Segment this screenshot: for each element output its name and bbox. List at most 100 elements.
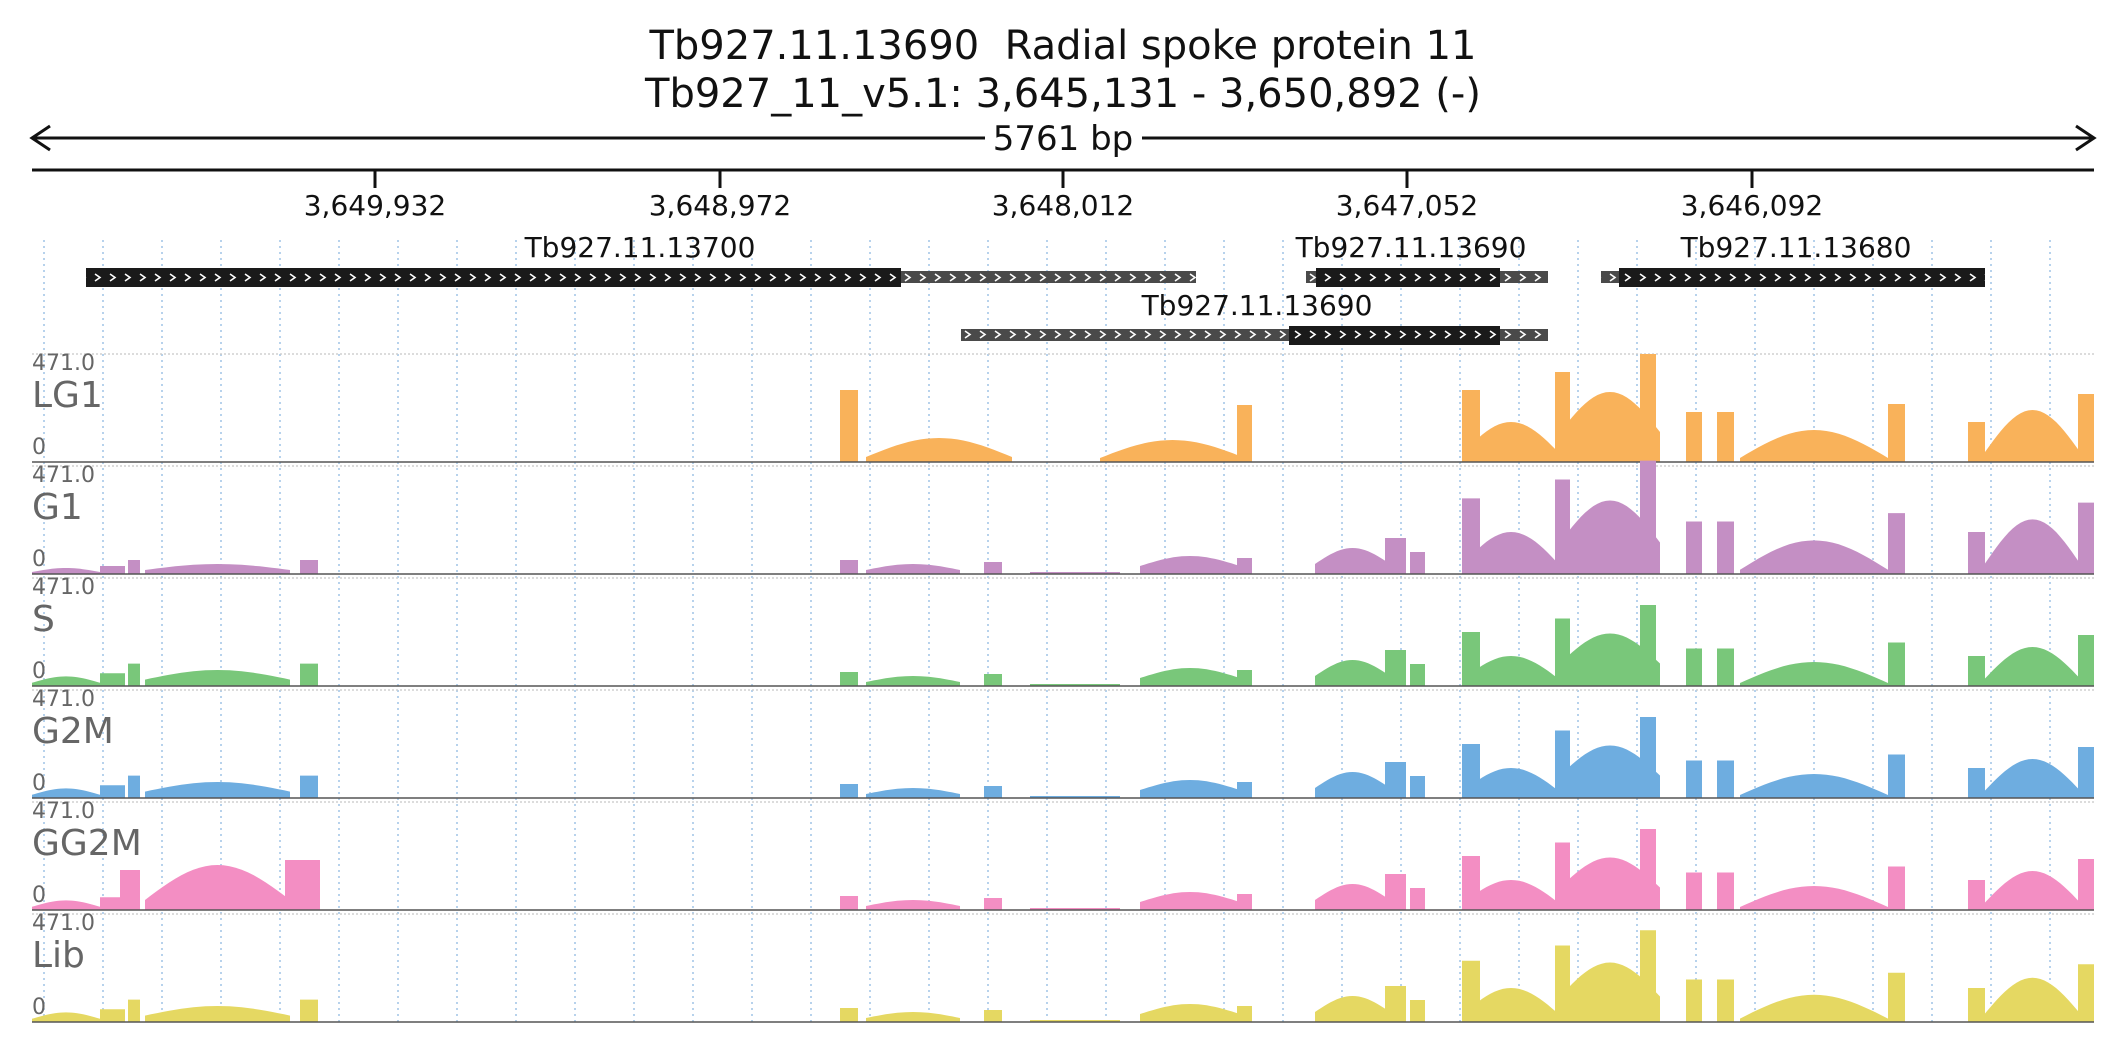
track-min-label: 0 xyxy=(32,995,46,1020)
coverage-segment xyxy=(1968,880,1985,910)
coverage-segment xyxy=(1410,664,1425,686)
coverage-area-lg1 xyxy=(32,353,2094,463)
coverage-segment xyxy=(984,1010,1002,1022)
coverage-segment xyxy=(1888,754,1905,798)
coverage-segment xyxy=(128,999,140,1022)
coverage-segment xyxy=(300,560,318,574)
coverage-segment xyxy=(1410,776,1425,798)
coverage-segment xyxy=(128,775,140,798)
track-max-label: 471.0 xyxy=(32,351,95,376)
ruler-tick-label: 3,646,092 xyxy=(1681,189,1824,222)
track-min-label: 0 xyxy=(32,435,46,460)
track-name-label: G2M xyxy=(32,711,114,752)
coverage-segment xyxy=(1640,605,1656,686)
track-name-label: G1 xyxy=(32,487,83,528)
track-max-label: 471.0 xyxy=(32,575,95,600)
coverage-segment xyxy=(1410,1000,1425,1022)
coverage-segment xyxy=(866,676,960,686)
coverage-segment xyxy=(285,860,320,910)
track-max-label: 471.0 xyxy=(32,911,95,936)
coverage-segment xyxy=(2078,502,2094,574)
coverage-segment xyxy=(100,566,125,574)
ruler-tick-label: 3,648,012 xyxy=(992,189,1135,222)
coverage-area-gg2m xyxy=(32,801,2094,911)
track-name-label: S xyxy=(32,599,55,640)
coverage-segment xyxy=(1410,552,1425,574)
coverage-segment xyxy=(866,900,960,910)
track-min-label: 0 xyxy=(32,771,46,796)
coverage-segment xyxy=(100,897,125,910)
gene-model-tb927-11-13690[interactable] xyxy=(1306,268,1548,287)
coverage-segment xyxy=(1140,668,1240,686)
coverage-segment xyxy=(1640,829,1656,910)
coverage-segment xyxy=(1560,962,1660,1022)
coverage-segment xyxy=(1717,979,1734,1022)
coverage-segment xyxy=(1740,430,1888,462)
coverage-segment xyxy=(1462,960,1480,1022)
coverage-segment xyxy=(1717,521,1734,574)
ruler-tick-label: 3,648,972 xyxy=(649,189,792,222)
coverage-segment xyxy=(1462,498,1480,574)
track-g2m: 471.0 G2M 0 xyxy=(32,687,2094,799)
coverage-segment xyxy=(1237,670,1252,686)
coverage-segment xyxy=(1140,1004,1240,1022)
coverage-segment xyxy=(2078,964,2094,1022)
coverage-segment xyxy=(1237,405,1252,462)
coverage-segment xyxy=(1555,730,1570,798)
coverage-segment xyxy=(100,673,125,686)
coverage-segment xyxy=(300,999,318,1022)
gene-title: Tb927.11.13690 Radial spoke protein 11 xyxy=(648,23,1476,69)
coverage-segment xyxy=(1237,558,1252,574)
coverage-segment xyxy=(32,1012,100,1022)
coverage-segment xyxy=(840,896,858,910)
gene-model-tb927-11-13700[interactable] xyxy=(86,268,1196,287)
coverage-segment xyxy=(32,568,100,574)
coverage-segment xyxy=(2078,747,2094,798)
coverage-segment xyxy=(1968,656,1985,686)
track-name-label: GG2M xyxy=(32,823,142,864)
coverage-segment xyxy=(840,1008,858,1022)
coverage-segment xyxy=(1462,880,1560,910)
coverage-segment xyxy=(1740,662,1888,686)
coverage-segment xyxy=(2078,635,2094,686)
coverage-segment xyxy=(1985,871,2080,910)
coverage-segment xyxy=(1985,410,2080,462)
coverage-segment xyxy=(300,663,318,686)
coverage-segment xyxy=(1888,866,1905,910)
ruler-tick-label: 3,649,932 xyxy=(304,189,447,222)
coverage-segment xyxy=(1140,556,1240,574)
coverage-tracks: 471.0 LG1 0 471.0 G1 0 471.0 S 0 471.0 G… xyxy=(32,351,2094,1023)
gene-model-tb927-11-13690-alt[interactable] xyxy=(961,326,1548,345)
coverage-segment xyxy=(1560,633,1660,686)
track-max-label: 471.0 xyxy=(32,463,95,488)
coverage-segment xyxy=(1686,979,1702,1022)
coverage-segment xyxy=(1237,894,1252,910)
coverage-segment xyxy=(1385,762,1406,798)
coverage-segment xyxy=(1555,479,1570,574)
coverage-segment xyxy=(1968,422,1985,462)
coverage-segment xyxy=(1555,842,1570,910)
coverage-segment xyxy=(1985,647,2080,686)
gene-model-tb927-11-13680[interactable] xyxy=(1601,268,1985,287)
coverage-segment xyxy=(1462,422,1560,462)
coverage-segment xyxy=(984,562,1002,574)
coverage-segment xyxy=(120,870,140,910)
coverage-segment xyxy=(1717,648,1734,686)
coverage-segment xyxy=(1968,988,1985,1022)
coverage-segment xyxy=(1640,460,1656,574)
coverage-segment xyxy=(1315,660,1390,686)
track-max-label: 471.0 xyxy=(32,687,95,712)
coverage-segment xyxy=(1462,632,1480,686)
coverage-segment xyxy=(1560,857,1660,910)
coverage-segment xyxy=(1237,1006,1252,1022)
coverage-segment xyxy=(1985,519,2080,574)
coverage-segment xyxy=(1888,642,1905,686)
gene-label-tb927-11-13680: Tb927.11.13680 xyxy=(1680,231,1912,264)
coverage-segment xyxy=(1686,872,1702,910)
coverage-segment xyxy=(1740,994,1888,1022)
coverage-segment xyxy=(984,674,1002,686)
coverage-segment xyxy=(1888,513,1905,574)
track-s: 471.0 S 0 xyxy=(32,575,2094,687)
ruler-tick-label: 3,647,052 xyxy=(1336,189,1479,222)
gene-label-tb927-11-13690-alt: Tb927.11.13690 xyxy=(1141,289,1373,322)
